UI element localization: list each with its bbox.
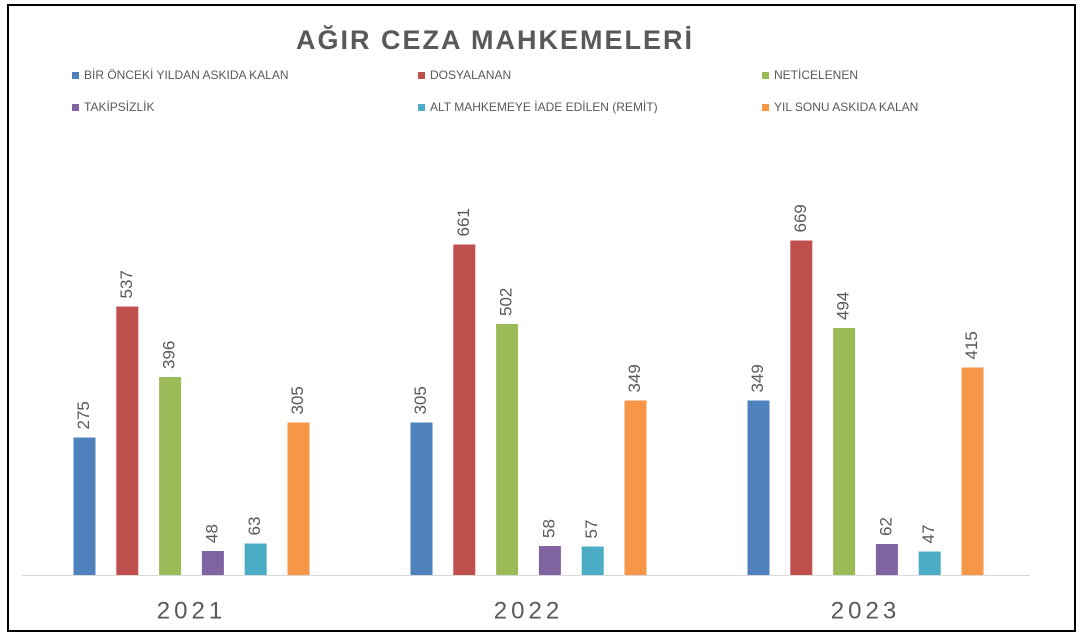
- x-tick-label: 2023: [831, 597, 900, 624]
- legend-swatch: [762, 104, 769, 111]
- bar: [410, 422, 433, 575]
- bar: [116, 306, 139, 575]
- chart-title: AĞIR CEZA MAHKEMELERİ: [296, 24, 694, 55]
- legend-swatch: [72, 104, 79, 111]
- bar: [159, 377, 182, 575]
- legend-label: BİR ÖNCEKİ YILDAN ASKIDA KALAN: [84, 68, 289, 82]
- bar: [624, 400, 647, 575]
- data-label: 669: [791, 204, 810, 232]
- legend-swatch: [72, 72, 79, 79]
- data-label: 63: [245, 517, 264, 536]
- legend-label: NETİCELENEN: [774, 68, 858, 82]
- bar: [73, 437, 96, 575]
- data-label: 537: [117, 270, 136, 298]
- legend-label: DOSYALANAN: [430, 68, 511, 82]
- legend-swatch: [418, 72, 425, 79]
- bar: [747, 400, 770, 575]
- data-label: 57: [582, 520, 601, 539]
- bar: [875, 544, 898, 575]
- bar: [244, 543, 267, 575]
- data-label: 661: [454, 208, 473, 236]
- bar: [453, 244, 476, 575]
- data-label: 415: [962, 331, 981, 359]
- bar: [918, 551, 941, 575]
- bar: [790, 240, 813, 575]
- data-label: 349: [625, 364, 644, 392]
- data-label: 494: [834, 292, 853, 320]
- legend-label: YIL SONU ASKIDA KALAN: [774, 100, 918, 114]
- data-label: 305: [288, 386, 307, 414]
- data-label: 396: [160, 341, 179, 369]
- data-label: 58: [539, 519, 558, 538]
- frame: [7, 4, 1076, 632]
- bar: [833, 328, 856, 575]
- legend-swatch: [762, 72, 769, 79]
- bar: [287, 422, 310, 575]
- data-label: 47: [919, 525, 938, 544]
- bar: [581, 546, 604, 575]
- data-label: 62: [876, 517, 895, 536]
- data-label: 275: [74, 401, 93, 429]
- legend-label: TAKİPSİZLİK: [84, 100, 154, 114]
- bar: [961, 367, 984, 575]
- legend-label: ALT MAHKEMEYE İADE EDİLEN (REMİT): [430, 100, 658, 114]
- data-label: 502: [497, 288, 516, 316]
- data-label: 349: [748, 364, 767, 392]
- bar: [496, 324, 519, 575]
- bar: [201, 551, 224, 575]
- x-tick-label: 2021: [157, 597, 226, 624]
- legend-swatch: [418, 104, 425, 111]
- bar: [538, 546, 561, 575]
- x-tick-label: 2022: [494, 597, 563, 624]
- data-label: 305: [411, 386, 430, 414]
- data-label: 48: [202, 524, 221, 543]
